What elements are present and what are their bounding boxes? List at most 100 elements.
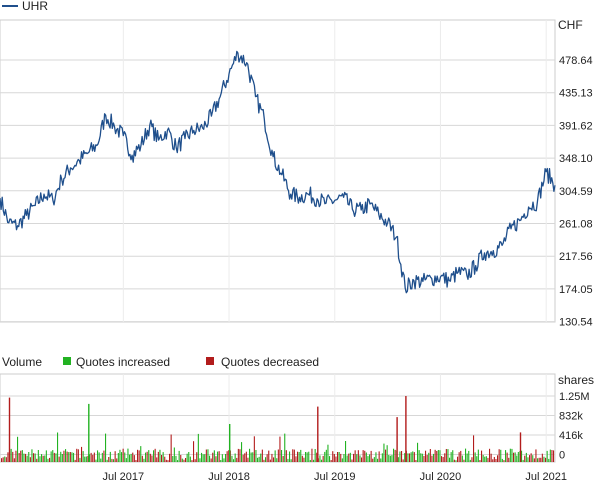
volume-bar xyxy=(121,452,123,462)
volume-bar xyxy=(463,459,465,462)
volume-bar xyxy=(409,453,411,462)
volume-bar xyxy=(7,452,9,462)
volume-bars xyxy=(1,396,555,462)
volume-bar xyxy=(524,455,526,462)
volume-bar xyxy=(189,456,191,462)
volume-bar xyxy=(201,452,203,462)
volume-bar xyxy=(434,449,436,462)
volume-bar xyxy=(321,459,323,462)
x-axis: Jul 2017 Jul 2018 Jul 2019 Jul 2020 Jul 2021 xyxy=(103,471,567,483)
volume-bar xyxy=(479,460,481,462)
volume-bar xyxy=(244,453,246,462)
volume-bar xyxy=(159,449,161,462)
volume-peak-bar xyxy=(88,403,90,462)
volume-bar xyxy=(215,456,217,462)
volume-bar xyxy=(522,459,524,462)
volume-bar xyxy=(81,446,83,462)
price-y-axis: 478.64 435.13 391.62 348.10 304.59 261.08 217.… xyxy=(559,55,593,329)
volume-bar xyxy=(154,448,156,462)
volume-bar xyxy=(197,433,199,462)
volume-bar xyxy=(79,457,81,462)
volume-bar xyxy=(153,450,155,462)
volume-bar xyxy=(343,454,345,462)
volume-bar xyxy=(457,456,459,462)
volume-bar xyxy=(380,458,382,462)
volume-bar xyxy=(260,453,262,462)
volume-bar xyxy=(428,452,430,462)
volume-bar xyxy=(393,448,395,462)
volume-bar xyxy=(105,433,107,462)
volume-bar xyxy=(253,436,255,462)
volume-bar xyxy=(178,450,180,462)
volume-bar xyxy=(169,453,171,462)
volume-bar xyxy=(265,457,267,462)
volume-bar xyxy=(255,450,257,462)
volume-bar xyxy=(537,458,539,462)
volume-bar xyxy=(378,451,380,462)
legend-swatch-increased xyxy=(63,357,71,365)
volume-grid xyxy=(0,374,555,462)
volume-bar xyxy=(145,452,147,462)
volume-bar xyxy=(530,453,532,462)
volume-bar xyxy=(266,454,268,462)
volume-bar xyxy=(241,442,243,462)
volume-bar xyxy=(273,457,275,462)
volume-bar xyxy=(245,451,247,462)
price-tick-label: 130.54 xyxy=(559,317,593,329)
volume-bar xyxy=(461,455,463,462)
volume-bar xyxy=(37,450,39,462)
volume-bar xyxy=(332,451,334,462)
volume-bar xyxy=(172,456,174,462)
volume-unit-label: shares xyxy=(558,373,594,387)
volume-bar xyxy=(543,456,545,462)
volume-bar xyxy=(506,452,508,462)
volume-bar xyxy=(10,448,12,462)
volume-bar xyxy=(164,456,166,462)
volume-bar xyxy=(345,441,347,462)
volume-bar xyxy=(274,450,276,462)
volume-bar xyxy=(23,453,25,462)
volume-bar xyxy=(293,449,295,462)
volume-bar xyxy=(261,449,263,462)
volume-bar xyxy=(226,451,228,462)
volume-bar xyxy=(418,450,420,462)
volume-bar xyxy=(455,460,457,462)
volume-bar xyxy=(538,457,540,462)
volume-bar xyxy=(311,448,313,462)
volume-bar xyxy=(413,452,415,462)
volume-bar xyxy=(204,454,206,462)
volume-bar xyxy=(135,460,137,462)
volume-bar xyxy=(98,452,100,462)
volume-bar xyxy=(63,450,65,462)
volume-bar xyxy=(220,460,222,462)
price-legend[interactable]: UHR xyxy=(2,0,48,13)
volume-bar xyxy=(237,448,239,462)
x-tick-label: Jul 2017 xyxy=(103,471,145,483)
volume-bar xyxy=(500,449,502,462)
volume-bar xyxy=(141,455,143,462)
volume-bar xyxy=(471,457,473,462)
volume-bar xyxy=(193,441,195,462)
volume-bar xyxy=(484,456,486,462)
volume-bar xyxy=(57,432,59,462)
volume-bar xyxy=(338,452,340,462)
volume-bar xyxy=(68,452,70,462)
volume-bar xyxy=(367,456,369,462)
volume-peak-bar xyxy=(8,397,11,462)
volume-bar xyxy=(55,453,57,462)
volume-bar xyxy=(431,455,433,462)
volume-bar xyxy=(74,459,76,462)
volume-bar xyxy=(449,457,451,462)
volume-bar xyxy=(377,458,379,462)
volume-bar xyxy=(103,450,105,462)
volume-bar xyxy=(441,456,443,462)
volume-bar xyxy=(308,451,310,462)
volume-bar xyxy=(122,448,124,462)
volume-bar xyxy=(209,455,211,462)
volume-bar xyxy=(356,454,358,462)
volume-bar xyxy=(541,453,543,462)
legend-swatch-decreased xyxy=(206,357,214,365)
volume-bar xyxy=(469,459,471,462)
price-tick-label: 478.64 xyxy=(559,55,593,67)
